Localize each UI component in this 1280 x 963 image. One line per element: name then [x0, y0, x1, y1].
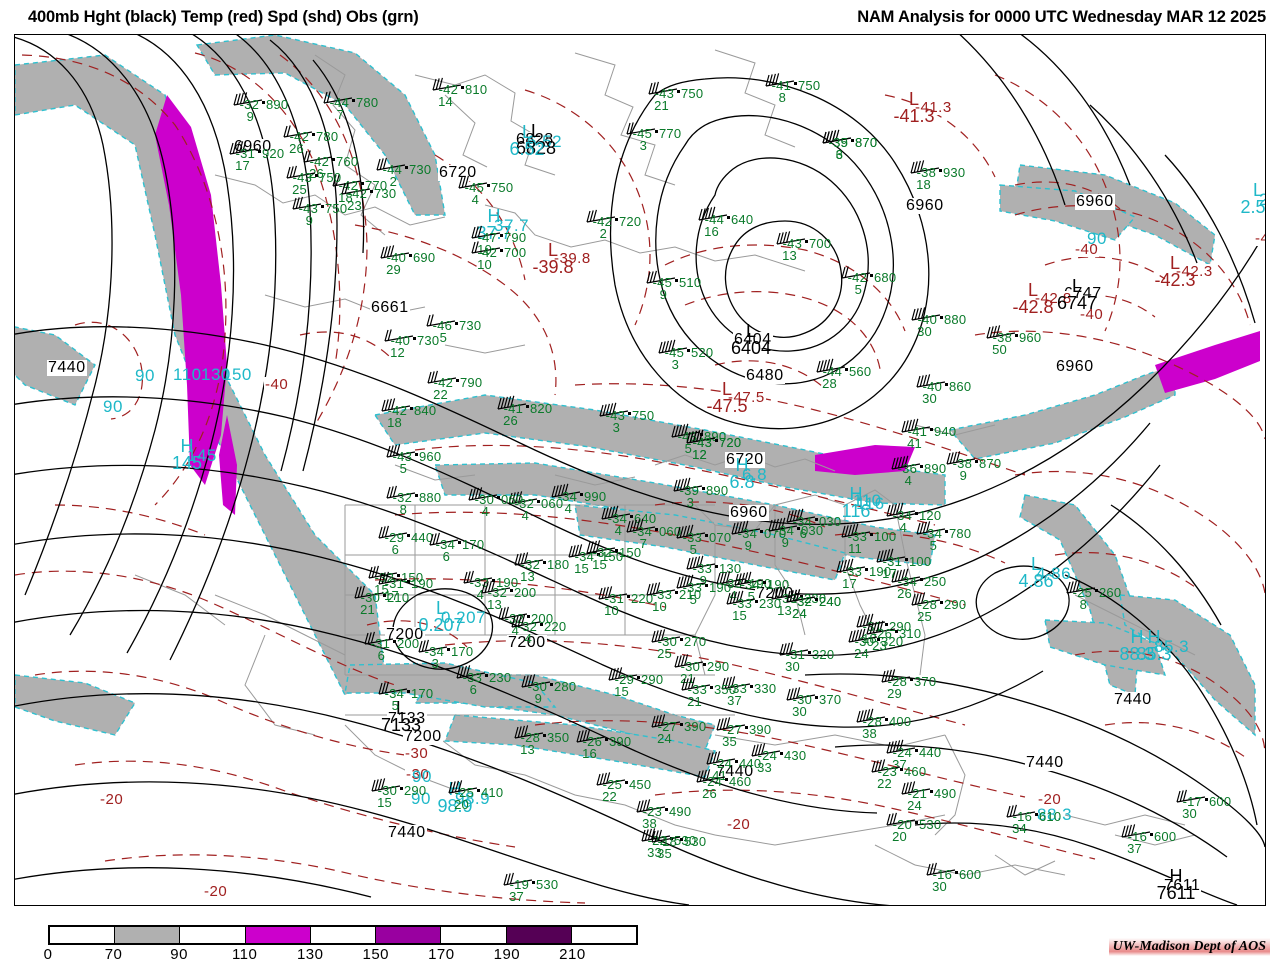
- colorbar-tick-labels: 0 70 90 110 130 150 170 190 210: [44, 946, 668, 963]
- low-marker-glyph: L: [721, 379, 732, 399]
- colorbar-band-1: [114, 927, 180, 943]
- chart-title-left: 400mb Hght (black) Temp (red) Spd (shd) …: [28, 8, 419, 26]
- low-marker-glyph: L: [1071, 276, 1083, 296]
- low-marker-glyph: L: [1252, 180, 1264, 200]
- high-marker-glyph: H: [1147, 627, 1161, 647]
- colorbar-band-3: [244, 927, 310, 943]
- temperature-contours: [15, 52, 1265, 904]
- pressure-center-l: L -39.8: [532, 240, 574, 278]
- low-marker-glyph: L: [547, 240, 558, 260]
- pressure-center-value: 116: [841, 501, 871, 522]
- high-marker-glyph: H: [1130, 627, 1144, 647]
- pressure-center-value: -39.8: [532, 257, 574, 278]
- low-marker-glyph: L: [395, 698, 407, 718]
- colorbar-band-7: [505, 927, 571, 943]
- pressure-center-l: L -42.8: [1012, 280, 1054, 318]
- pressure-center-value: -41.3: [893, 106, 935, 127]
- low-marker-glyph: L: [521, 122, 533, 142]
- pressure-center-value: 6747: [1056, 293, 1098, 314]
- pressure-center-value: 6.8: [729, 472, 755, 493]
- high-marker-glyph: H: [1169, 866, 1183, 886]
- pressure-center-value: 145: [171, 453, 203, 474]
- colorbar-band-8: [570, 927, 636, 943]
- isotach-shading-110: [155, 95, 1260, 515]
- colorbar-tick-150: 150: [362, 946, 390, 963]
- pressure-center-l: L 7133: [380, 698, 422, 736]
- pressure-center-l: L -42.3: [1154, 253, 1196, 291]
- colorbar-tick-170: 170: [428, 946, 455, 963]
- pressure-center-value: 7133: [380, 715, 422, 736]
- pressure-center-h: H 88.3: [1119, 627, 1155, 665]
- pressure-center-value: -42.3: [1154, 270, 1196, 291]
- map-panel: 7440 6960 6661 6720 6828 6404 6480 6960 6960 6747…: [14, 34, 1266, 906]
- low-marker-glyph: L: [530, 121, 542, 141]
- pressure-center-h: H 85.3: [1136, 627, 1172, 665]
- pressure-center-h: H 7611: [1156, 866, 1196, 904]
- colorbar-tick-70: 70: [104, 946, 123, 963]
- pressure-center-l: L 6.52: [509, 122, 545, 160]
- pressure-center-l: L 0.207: [418, 598, 464, 636]
- colorbar-tick-210: 210: [559, 946, 586, 963]
- pressure-center-value: 2.54: [1240, 197, 1266, 218]
- pressure-center-value: 7611: [1156, 883, 1196, 904]
- colorbar-band-6: [440, 927, 506, 943]
- pressure-center-value: 6404: [730, 338, 772, 359]
- colorbar-band-4: [309, 927, 376, 943]
- pressure-center-l: L -41.3: [893, 89, 935, 127]
- pressure-center-value: 88.3: [1119, 644, 1155, 665]
- high-marker-glyph: H: [487, 206, 501, 226]
- pressure-center-l: L 6828: [515, 121, 557, 159]
- pressure-center-l: L 6747: [1056, 276, 1098, 314]
- chart-header: 400mb Hght (black) Temp (red) Spd (shd) …: [0, 0, 1280, 34]
- pressure-center-l: L2.54: [1240, 180, 1266, 218]
- pressure-center-h: H 145: [171, 436, 203, 474]
- pressure-center-value: 4.86: [1018, 571, 1054, 592]
- colorbar-band-2: [179, 927, 245, 943]
- low-marker-glyph: L: [435, 598, 447, 618]
- map-graphics: [15, 35, 1265, 905]
- colorbar-tick-110: 110: [231, 946, 258, 963]
- low-marker-glyph: L: [745, 321, 757, 341]
- pressure-center-value: -47.5: [706, 396, 748, 417]
- windspeed-colorbar: [48, 925, 638, 945]
- pressure-center-h: H 116: [841, 484, 871, 522]
- pressure-center-value: -42.8: [1012, 297, 1054, 318]
- low-marker-glyph: L: [1030, 554, 1042, 574]
- high-marker-glyph: H: [849, 484, 863, 504]
- pressure-center-value: 85.3: [1136, 644, 1172, 665]
- colorbar-band-0: [50, 927, 115, 943]
- pressure-center-value: 0.207: [418, 615, 464, 636]
- colorbar-band-5: [375, 927, 441, 943]
- pressure-center-h: H 37.7: [476, 206, 512, 244]
- colorbar-tick-190: 190: [493, 946, 521, 963]
- credit-text: UW-Madison Dept of AOS: [1108, 938, 1270, 956]
- pressure-center-l: L -47.5: [706, 379, 748, 417]
- pressure-center-l: L 4.86: [1018, 554, 1054, 592]
- high-marker-glyph: H: [180, 436, 194, 456]
- pressure-center-h: H 6.8: [729, 455, 755, 493]
- colorbar-tick-130: 130: [296, 946, 324, 963]
- colorbar-tick-90: 90: [170, 946, 188, 963]
- colorbar-tick-0: 0: [43, 946, 53, 963]
- pressure-center-value: 6.52: [509, 139, 545, 160]
- pressure-center-value: 37.7: [476, 223, 512, 244]
- low-marker-glyph: L: [908, 89, 919, 109]
- high-marker-glyph: H: [735, 455, 749, 475]
- pressure-center-value: 6828: [515, 138, 557, 159]
- pressure-center-h: H 98.9: [437, 780, 473, 817]
- low-marker-glyph: L: [1027, 280, 1038, 300]
- pressure-center-value: 98.9: [437, 796, 473, 817]
- pressure-center-l: L 6404: [730, 321, 772, 359]
- chart-title-right: NAM Analysis for 0000 UTC Wednesday MAR …: [857, 8, 1266, 26]
- low-marker-glyph: L: [1169, 253, 1180, 273]
